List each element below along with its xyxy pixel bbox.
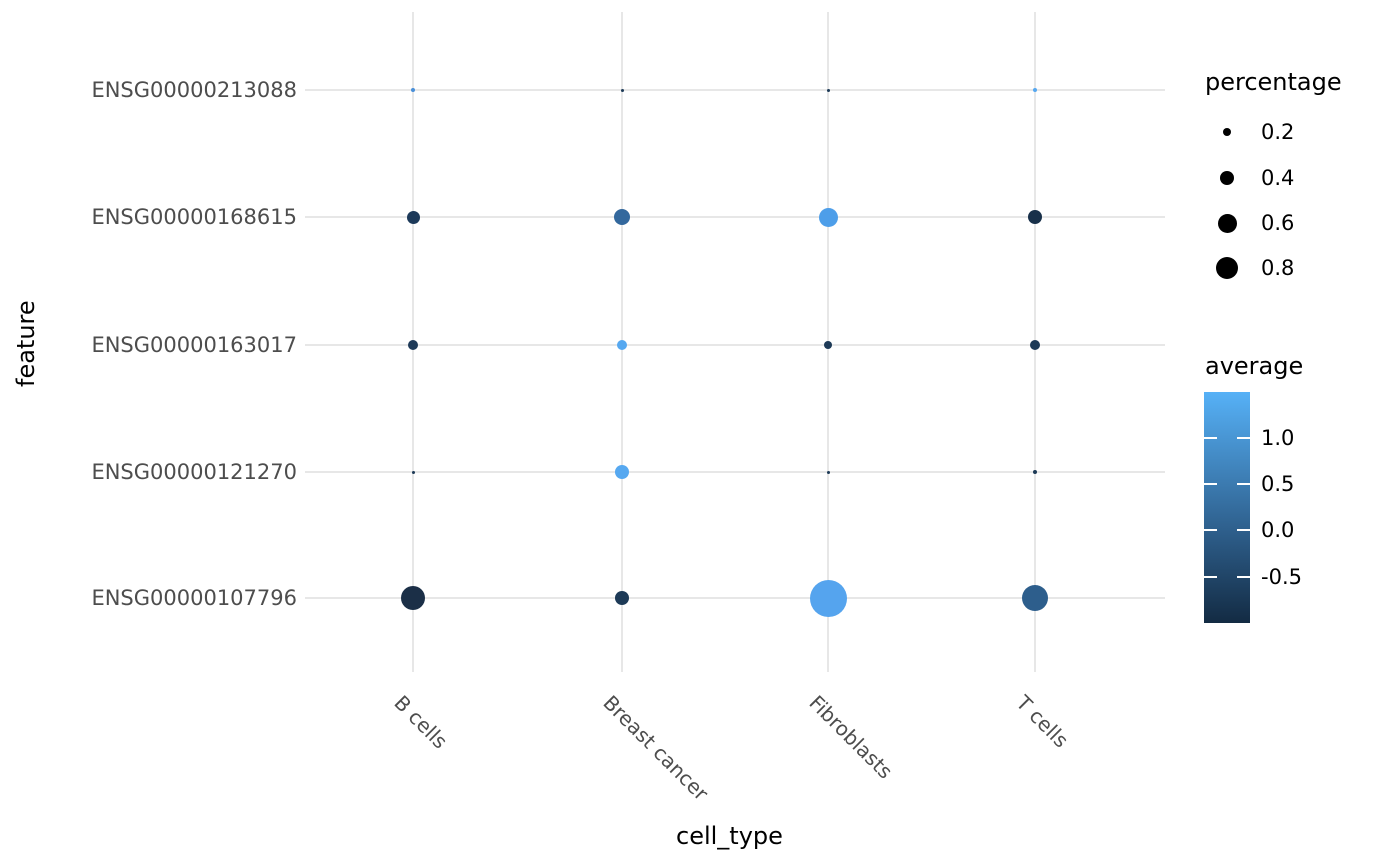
size-legend-label: 0.6 [1261, 211, 1295, 235]
dot [615, 465, 629, 479]
y-tick-label: ENSG00000163017 [91, 333, 297, 357]
color-legend-title: average [1205, 352, 1304, 380]
x-tick-label: Fibroblasts [804, 690, 898, 784]
dot [620, 88, 624, 92]
size-legend-dot [1217, 213, 1237, 233]
dot [408, 340, 418, 350]
colorbar-tick-label: -0.5 [1261, 565, 1302, 589]
colorbar-tick-mark [1204, 576, 1217, 578]
y-tick-label: ENSG00000168615 [91, 205, 297, 229]
gridline-horizontal [305, 344, 1165, 346]
colorbar-tick-mark [1204, 437, 1217, 439]
dot [411, 88, 415, 92]
size-legend-label: 0.2 [1261, 120, 1295, 144]
colorbar-tick-mark [1237, 529, 1250, 531]
dot [614, 209, 630, 225]
colorbar-tick-label: 0.5 [1261, 472, 1295, 496]
dot [1030, 340, 1040, 350]
dot [818, 207, 838, 227]
dot [824, 341, 832, 349]
gridline-horizontal [305, 89, 1165, 91]
colorbar-tick-mark [1237, 437, 1250, 439]
dot [826, 88, 830, 92]
size-legend-title: percentage [1205, 68, 1342, 96]
y-tick-label: ENSG00000121270 [91, 460, 297, 484]
gridline-horizontal [305, 216, 1165, 218]
x-axis-title: cell_type [676, 822, 783, 850]
y-tick-label: ENSG00000213088 [91, 78, 297, 102]
dot [809, 579, 847, 617]
size-legend-dot [1216, 257, 1238, 279]
dot [411, 470, 415, 474]
colorbar-tick-mark [1237, 483, 1250, 485]
colorbar-tick-label: 0.0 [1261, 518, 1295, 542]
x-tick-label: Breast cancer [598, 690, 714, 806]
size-legend-label: 0.4 [1261, 166, 1295, 190]
dot [617, 340, 627, 350]
size-legend-dot [1220, 171, 1234, 185]
dot [1022, 585, 1048, 611]
dot [401, 586, 425, 610]
dot [1033, 470, 1037, 474]
dot [1028, 210, 1042, 224]
colorbar-tick-mark [1204, 483, 1217, 485]
dot [826, 470, 830, 474]
dot [1033, 88, 1037, 92]
gridline-horizontal [305, 471, 1165, 473]
colorbar [1204, 392, 1250, 623]
dot [406, 210, 420, 224]
size-legend-dot [1223, 128, 1231, 136]
dot [615, 591, 629, 605]
y-axis-title: feature [12, 300, 40, 387]
colorbar-tick-mark [1237, 576, 1250, 578]
colorbar-tick-label: 1.0 [1261, 426, 1295, 450]
gridline-horizontal [305, 597, 1165, 599]
size-legend-label: 0.8 [1261, 256, 1295, 280]
colorbar-tick-mark [1204, 529, 1217, 531]
y-tick-label: ENSG00000107796 [91, 586, 297, 610]
x-tick-label: T cells [1011, 690, 1074, 753]
x-tick-label: B cells [389, 690, 453, 754]
